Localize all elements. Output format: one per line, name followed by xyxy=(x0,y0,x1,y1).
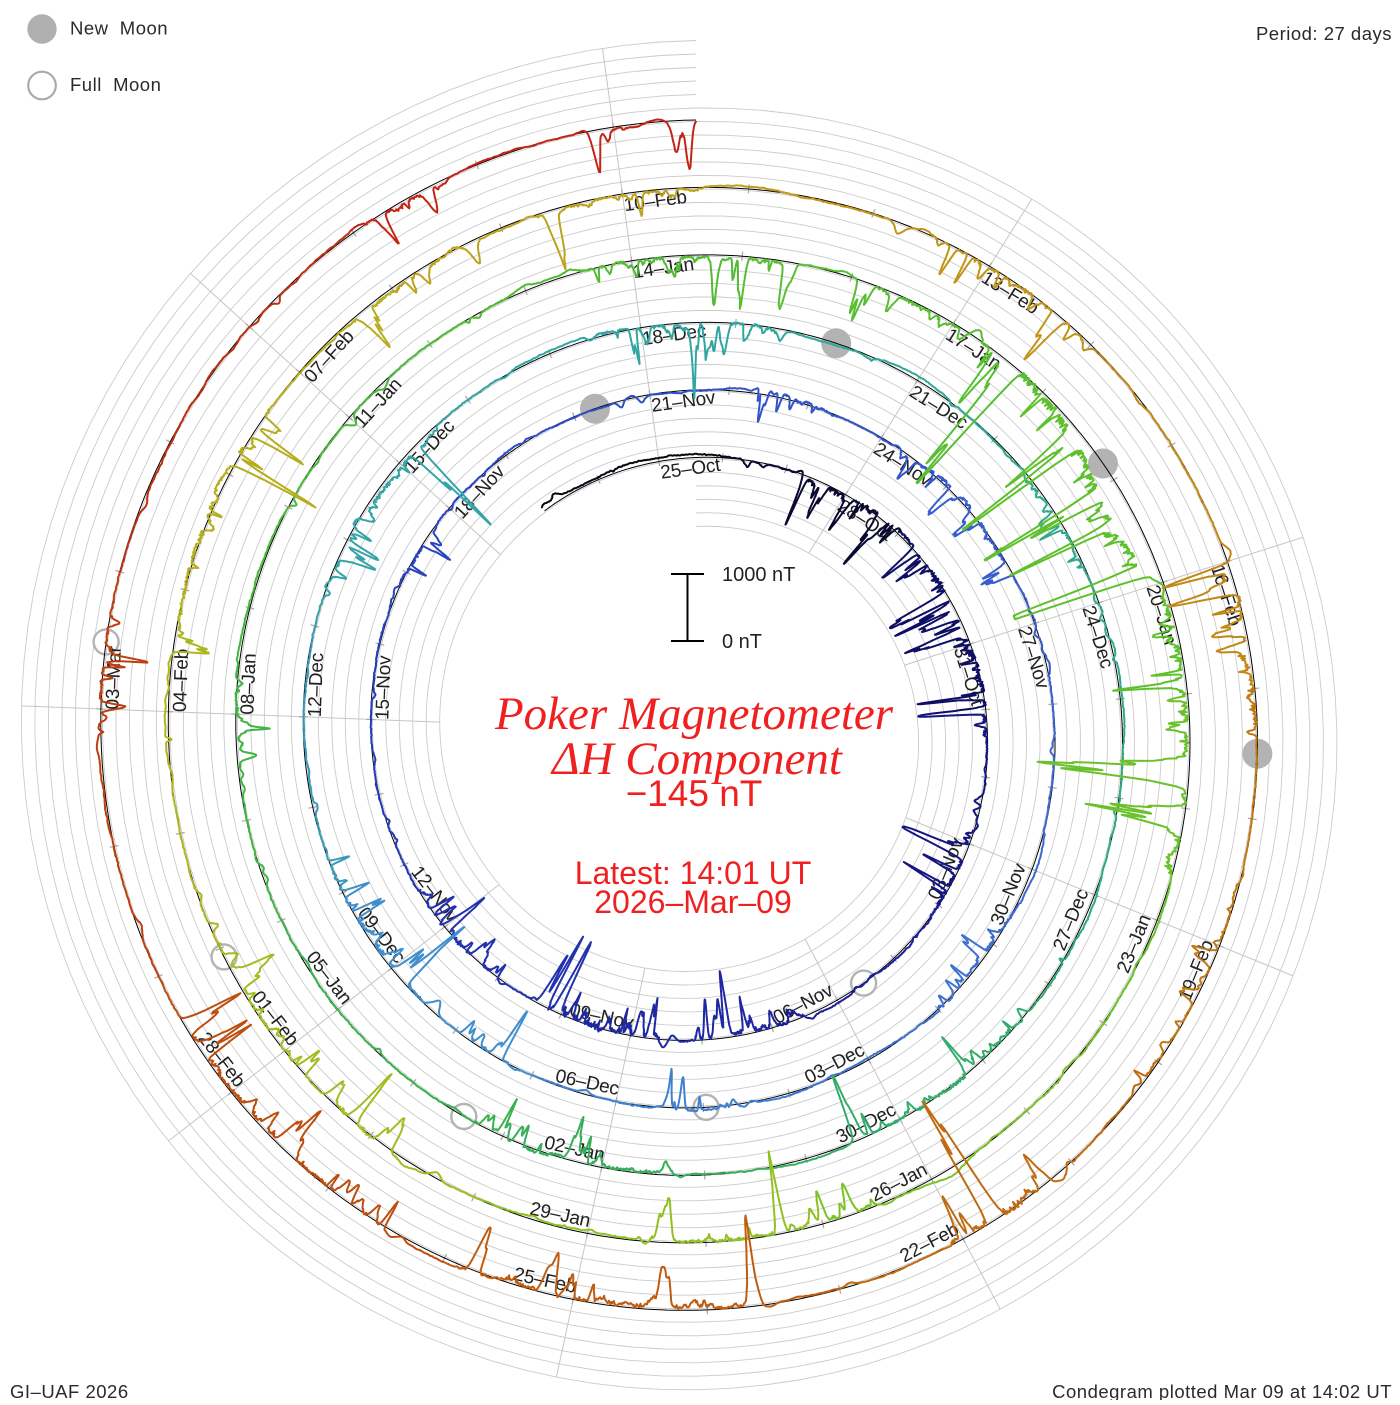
svg-text:2026–Mar–09: 2026–Mar–09 xyxy=(594,884,791,920)
svg-text:Condegram plotted Mar 09 at 14: Condegram plotted Mar 09 at 14:02 UT xyxy=(1052,1381,1392,1400)
svg-text:−145 nT: −145 nT xyxy=(626,773,763,814)
svg-text:New Moon: New Moon xyxy=(70,18,168,39)
svg-text:GI–UAF 2026: GI–UAF 2026 xyxy=(10,1381,129,1400)
svg-text:Full Moon: Full Moon xyxy=(70,74,161,95)
svg-text:0 nT: 0 nT xyxy=(722,631,762,653)
svg-text:04–Feb: 04–Feb xyxy=(170,648,193,712)
svg-text:Period: 27 days: Period: 27 days xyxy=(1256,23,1392,44)
svg-text:1000 nT: 1000 nT xyxy=(722,564,795,586)
